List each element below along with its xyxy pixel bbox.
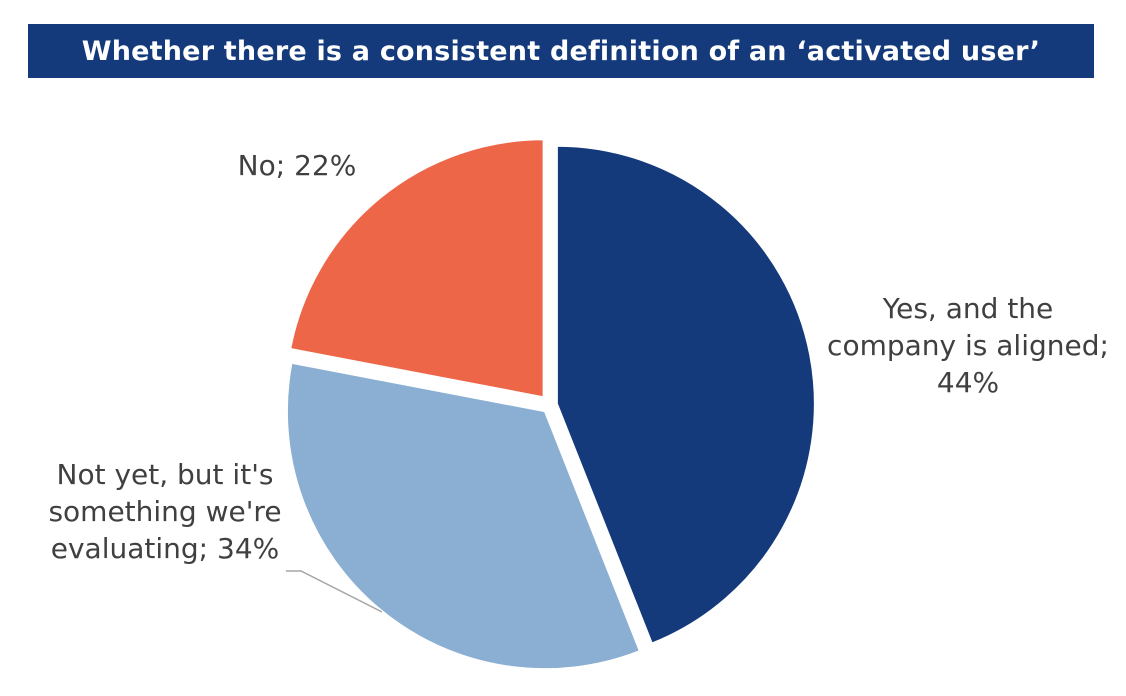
slice-data-label-line: No; 22% [238,149,357,182]
slice-data-label-line: Yes, and the [882,292,1054,325]
slice-data-label-line: evaluating; 34% [51,532,279,565]
chart-title-bar: Whether there is a consistent definition… [28,24,1094,78]
pie-slice-2 [285,361,642,671]
slice-data-label-line: 44% [937,366,999,399]
pie-slice-3 [289,138,545,399]
slice-data-label-1: Yes, and the company is aligned; 44% [827,292,1109,399]
slice-data-label-line: company is aligned; [827,329,1109,362]
slice-data-label-line: something we're [48,495,281,528]
leader-line [286,570,383,613]
slice-data-label-3: No; 22% [238,149,357,182]
slice-data-label-2: Not yet, but it's something we're evaluati… [48,458,281,565]
pie-slice-1 [555,144,816,645]
slice-data-label-line: Not yet, but it's [57,458,274,491]
chart-title: Whether there is a consistent definition… [81,35,1041,67]
